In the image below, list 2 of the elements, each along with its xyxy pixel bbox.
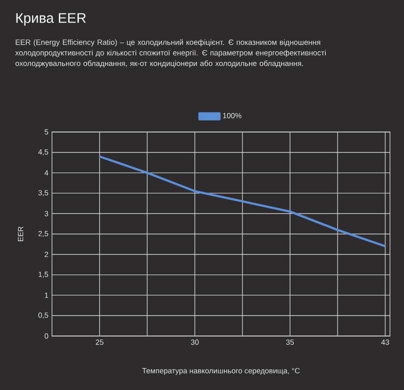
line-series [98, 155, 386, 248]
chart-title: Крива EER [16, 13, 86, 26]
